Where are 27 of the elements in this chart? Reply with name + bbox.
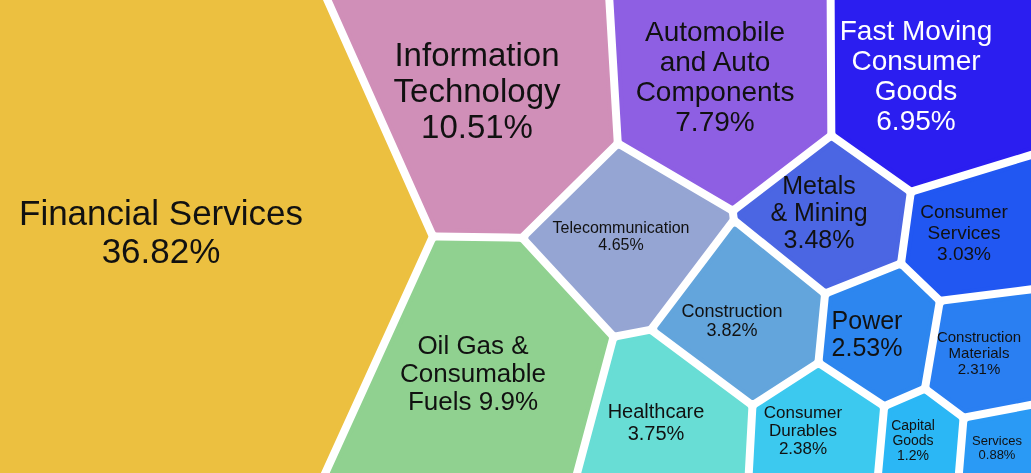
category-label: Healthcare: [607, 400, 705, 422]
data-label: 3.82%: [706, 319, 758, 340]
data-label: 2.31%: [957, 359, 1001, 377]
data-label: 36.82%: [101, 230, 221, 270]
data-label: 3.03%: [937, 242, 992, 264]
data-label: 3.75%: [627, 422, 685, 444]
data-label: 3.48%: [783, 225, 855, 253]
category-label: Financial Services: [19, 192, 303, 232]
data-label: 6.95%: [876, 104, 956, 136]
category-label: Construction Materials: [936, 327, 1022, 361]
category-label: Information Technology: [393, 35, 561, 109]
category-label: Power: [831, 305, 903, 334]
category-label: Construction: [681, 300, 783, 321]
category-label: Consumer Durables: [763, 402, 843, 440]
data-label: 0.88%: [978, 446, 1016, 462]
data-label: 1.2%: [897, 447, 929, 463]
data-label: 9.9%: [478, 386, 539, 416]
data-label: 2.38%: [778, 438, 828, 458]
category-label: Automobile and Auto Components: [635, 15, 795, 107]
category-label: Fast Moving Consumer Goods: [839, 14, 993, 106]
category-label: Consumer Services: [920, 200, 1009, 243]
category-label: Capital Goods: [891, 417, 935, 448]
category-label: Services: [972, 432, 1023, 448]
data-label: 4.65%: [598, 236, 644, 253]
category-label: Metals & Mining: [770, 171, 868, 226]
data-label: 2.53%: [831, 332, 903, 361]
category-label: Telecommunication: [552, 219, 690, 236]
